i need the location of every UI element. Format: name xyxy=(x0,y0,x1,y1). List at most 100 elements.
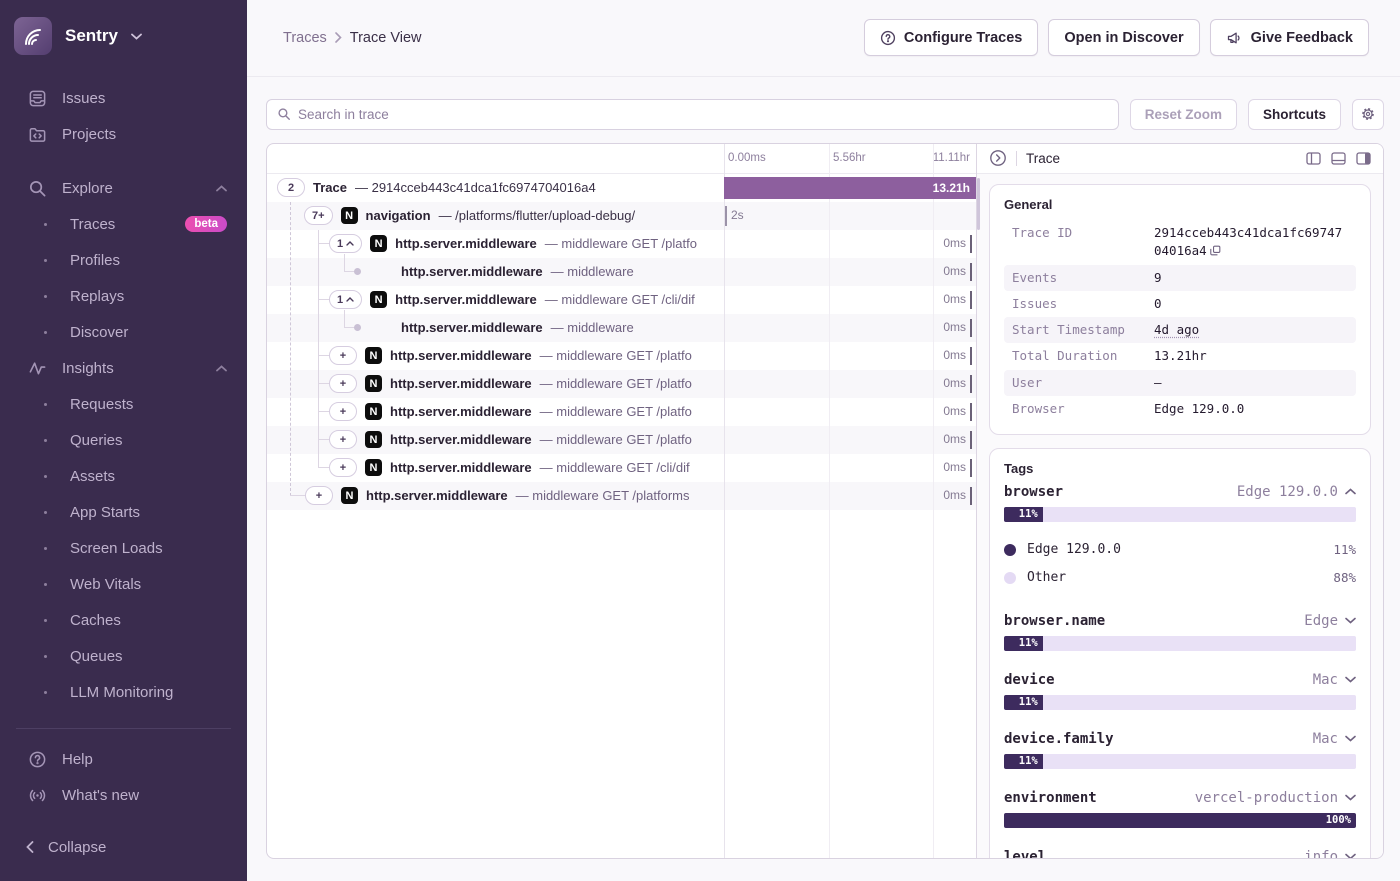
span-row-middleware[interactable]: + N http.server.middleware — middleware … xyxy=(267,398,976,426)
sidebar-item-queues[interactable]: Queues xyxy=(0,638,247,674)
tag-value-toggle[interactable]: info xyxy=(1304,849,1356,858)
detail-row: User — xyxy=(1004,369,1356,396)
expand-pill[interactable]: + xyxy=(329,374,357,394)
sidebar-item-discover[interactable]: Discover xyxy=(0,314,247,350)
sidebar-item-web-vitals[interactable]: Web Vitals xyxy=(0,566,247,602)
chevron-down-icon xyxy=(131,33,142,40)
sidebar-item-requests[interactable]: Requests xyxy=(0,386,247,422)
tag-value-toggle[interactable]: Mac xyxy=(1313,731,1356,747)
sidebar-item-projects[interactable]: Projects xyxy=(0,116,247,152)
span-duration: 0ms xyxy=(943,375,966,390)
sidebar-collapse-button[interactable]: Collapse xyxy=(0,829,247,865)
span-row-middleware[interactable]: + N http.server.middleware — middleware … xyxy=(267,369,976,398)
expand-pill[interactable]: + xyxy=(329,430,357,450)
sidebar-item-issues[interactable]: Issues xyxy=(0,80,247,116)
tree-connector xyxy=(318,229,319,468)
legend-row[interactable]: Other 88% xyxy=(1004,564,1356,592)
dock-bottom-icon[interactable] xyxy=(1331,152,1346,165)
expand-pill[interactable]: + xyxy=(305,486,333,506)
chevron-right-circle-icon[interactable] xyxy=(989,149,1007,167)
section-label: Insights xyxy=(62,359,114,377)
sidebar-item-label: Help xyxy=(62,750,93,768)
sidebar-section-explore[interactable]: Explore xyxy=(0,170,247,206)
timeline-tick: 11.11hr xyxy=(932,151,970,164)
shortcuts-button[interactable]: Shortcuts xyxy=(1247,98,1341,130)
tag-distribution-bar: 11% xyxy=(1004,694,1356,710)
sidebar-item-label: App Starts xyxy=(70,503,141,521)
give-feedback-button[interactable]: Give Feedback xyxy=(1209,19,1369,57)
sidebar-section-insights[interactable]: Insights xyxy=(0,350,247,386)
span-row-trace-root[interactable]: 2 Trace — 2914cceb443c41dca1fc6974704016… xyxy=(267,174,976,202)
tag-group-browser: browser Edge 129.0.0 11% Edge 129.0.0 xyxy=(1004,484,1356,592)
dock-left-icon[interactable] xyxy=(1306,152,1321,165)
span-row-middleware-child[interactable]: http.server.middleware — middleware 0ms xyxy=(267,257,976,286)
child-count-pill[interactable]: 7+ xyxy=(304,206,333,226)
sidebar-item-profiles[interactable]: Profiles xyxy=(0,242,247,278)
sidebar-item-whats-new[interactable]: What's new xyxy=(0,777,247,813)
search-input[interactable] xyxy=(298,106,1108,122)
reset-zoom-button[interactable]: Reset Zoom xyxy=(1129,98,1237,130)
expand-pill[interactable]: 1 xyxy=(329,290,363,310)
span-row-middleware[interactable]: + N http.server.middleware — middleware … xyxy=(267,481,976,510)
span-rows: 2 Trace — 2914cceb443c41dca1fc6974704016… xyxy=(267,174,976,510)
dock-right-icon[interactable] xyxy=(1356,152,1371,165)
tag-value-toggle[interactable]: Edge xyxy=(1304,613,1356,629)
tag-value-toggle[interactable]: Edge 129.0.0 xyxy=(1237,484,1356,500)
sidebar-item-app-starts[interactable]: App Starts xyxy=(0,494,247,530)
chevron-down-icon xyxy=(1345,795,1356,801)
legend-row[interactable]: Edge 129.0.0 11% xyxy=(1004,536,1356,564)
tag-legend: Edge 129.0.0 11% Other 88% xyxy=(1004,536,1356,592)
span-row-middleware[interactable]: + N http.server.middleware — middleware … xyxy=(267,342,976,370)
configure-traces-button[interactable]: Configure Traces xyxy=(863,19,1039,57)
insights-icon xyxy=(26,359,48,378)
span-row-middleware[interactable]: 1 N http.server.middleware — middleware … xyxy=(267,286,976,314)
legend-dot xyxy=(1004,571,1016,584)
search-icon xyxy=(278,108,290,121)
span-row-middleware[interactable]: + N http.server.middleware — middleware … xyxy=(267,425,976,454)
trace-panel: 0.00ms 5.56hr 11.11hr xyxy=(266,142,1384,859)
breadcrumb-traces[interactable]: Traces xyxy=(283,29,327,46)
span-row-navigation[interactable]: 7+ N navigation — /platforms/flutter/upl… xyxy=(267,201,976,230)
general-card: General Trace ID 2914cceb443c41dca1fc697… xyxy=(989,183,1371,435)
sidebar-item-caches[interactable]: Caches xyxy=(0,602,247,638)
nextjs-icon: N xyxy=(370,291,388,309)
nextjs-icon: N xyxy=(341,487,358,505)
span-bar-marker xyxy=(970,346,972,365)
child-count-pill[interactable]: 2 xyxy=(277,178,305,198)
chevron-up-icon xyxy=(216,364,227,371)
tag-group-browser-name: browser.name Edge 11% xyxy=(1004,613,1356,651)
span-bar-marker xyxy=(970,486,972,505)
sidebar-item-llm-monitoring[interactable]: LLM Monitoring xyxy=(0,674,247,710)
span-duration: 0ms xyxy=(943,487,966,502)
sidebar-item-replays[interactable]: Replays xyxy=(0,278,247,314)
copy-icon[interactable] xyxy=(1209,243,1221,261)
expand-pill[interactable]: + xyxy=(329,458,357,478)
expand-pill[interactable]: + xyxy=(329,402,357,422)
trace-duration-bar[interactable]: 13.21h xyxy=(724,176,976,199)
expand-pill[interactable]: + xyxy=(329,346,357,366)
tag-value-toggle[interactable]: vercel-production xyxy=(1195,790,1356,806)
expand-pill[interactable]: 1 xyxy=(329,234,363,254)
org-switcher[interactable]: Sentry xyxy=(0,14,247,58)
detail-row: Start Timestamp 4d ago xyxy=(1004,317,1356,344)
sidebar-item-label: Screen Loads xyxy=(70,539,163,557)
sidebar-item-traces[interactable]: Traces beta xyxy=(0,206,247,242)
sidebar-item-queries[interactable]: Queries xyxy=(0,422,247,458)
span-duration: 0ms xyxy=(943,403,966,418)
sidebar-item-help[interactable]: Help xyxy=(0,741,247,777)
sidebar-item-assets[interactable]: Assets xyxy=(0,458,247,494)
nextjs-icon: N xyxy=(365,375,382,393)
drawer-scrollbar[interactable] xyxy=(977,177,980,230)
card-heading: General xyxy=(1004,196,1053,212)
tag-value-toggle[interactable]: Mac xyxy=(1313,672,1356,688)
span-row-middleware[interactable]: + N http.server.middleware — middleware … xyxy=(267,454,976,482)
sidebar-divider xyxy=(16,728,231,729)
span-row-middleware-child[interactable]: http.server.middleware — middleware 0ms xyxy=(267,313,976,342)
sidebar-item-screen-loads[interactable]: Screen Loads xyxy=(0,530,247,566)
gear-icon xyxy=(1362,108,1374,121)
settings-gear-button[interactable] xyxy=(1352,98,1384,130)
open-in-discover-button[interactable]: Open in Discover xyxy=(1048,19,1200,57)
tags-card: Tags browser Edge 129.0.0 11% xyxy=(989,447,1371,858)
span-row-middleware[interactable]: 1 N http.server.middleware — middleware … xyxy=(267,230,976,258)
